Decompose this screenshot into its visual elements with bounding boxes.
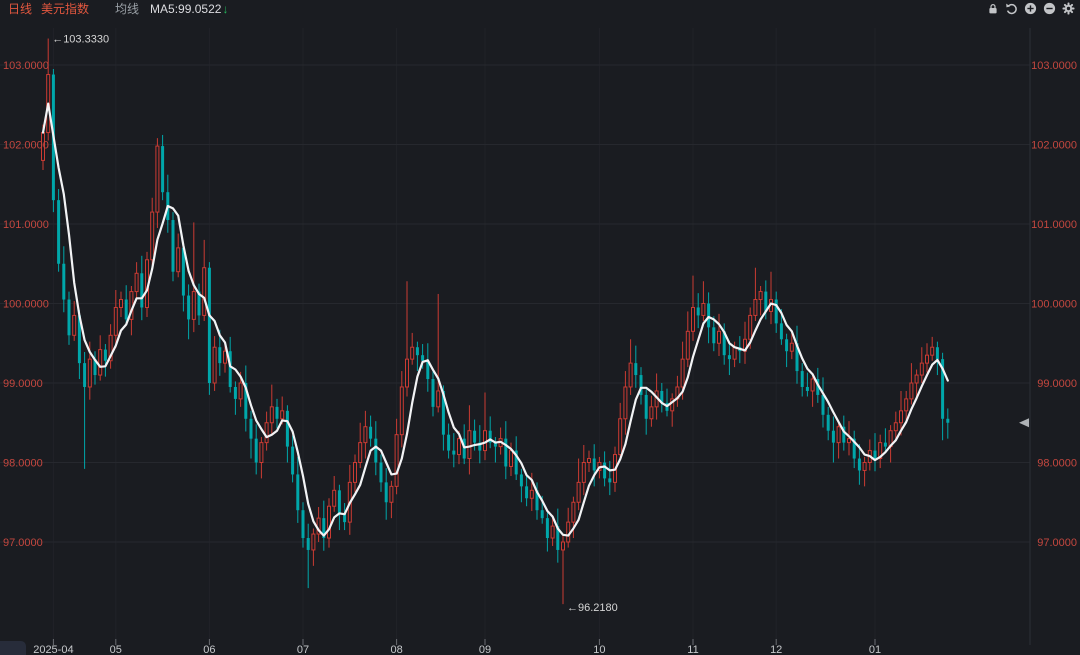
svg-text:101.0000: 101.0000 — [3, 219, 49, 231]
ma-group-label[interactable]: 均线 — [115, 2, 140, 16]
svg-text:101.0000: 101.0000 — [1031, 219, 1077, 231]
svg-text:99.0000: 99.0000 — [1037, 378, 1077, 390]
svg-text:99.0000: 99.0000 — [3, 378, 43, 390]
svg-text:10: 10 — [593, 644, 605, 655]
svg-text:103.0000: 103.0000 — [3, 60, 49, 72]
ma5-value-label: MA5:99.0522 — [150, 2, 222, 16]
svg-text:98.0000: 98.0000 — [1037, 458, 1077, 470]
settings-gear-icon[interactable] — [1062, 2, 1075, 15]
period-label[interactable]: 日线 — [8, 2, 33, 16]
svg-text:05: 05 — [110, 644, 122, 655]
lock-icon[interactable] — [986, 2, 999, 15]
svg-text:102.0000: 102.0000 — [3, 140, 49, 152]
svg-text:102.0000: 102.0000 — [1031, 140, 1077, 152]
svg-text:01: 01 — [869, 644, 881, 655]
svg-text:2025-04: 2025-04 — [33, 644, 73, 655]
svg-text:103.0000: 103.0000 — [1031, 60, 1077, 72]
undo-icon[interactable] — [1005, 2, 1018, 15]
chart-header: 日线 美元指数 均线 MA5:99.0522 ↓ — [0, 0, 1080, 18]
svg-text:97.0000: 97.0000 — [3, 537, 43, 549]
svg-text:06: 06 — [203, 644, 215, 655]
zoom-in-icon[interactable] — [1024, 2, 1037, 15]
ma-trend-down-arrow: ↓ — [222, 2, 229, 16]
svg-text:98.0000: 98.0000 — [3, 458, 43, 470]
svg-text:←96.2180: ←96.2180 — [567, 602, 618, 614]
svg-text:11: 11 — [687, 644, 698, 655]
symbol-label[interactable]: 美元指数 — [41, 2, 90, 16]
svg-text:07: 07 — [297, 644, 309, 655]
svg-text:08: 08 — [390, 644, 402, 655]
svg-text:09: 09 — [479, 644, 491, 655]
zoom-out-icon[interactable] — [1043, 2, 1056, 15]
svg-text:100.0000: 100.0000 — [1031, 299, 1077, 311]
svg-text:12: 12 — [770, 644, 782, 655]
svg-text:97.0000: 97.0000 — [1037, 537, 1077, 549]
svg-text:←103.3330: ←103.3330 — [52, 34, 109, 46]
chart-toolbar — [986, 2, 1075, 15]
svg-text:100.0000: 100.0000 — [3, 299, 49, 311]
